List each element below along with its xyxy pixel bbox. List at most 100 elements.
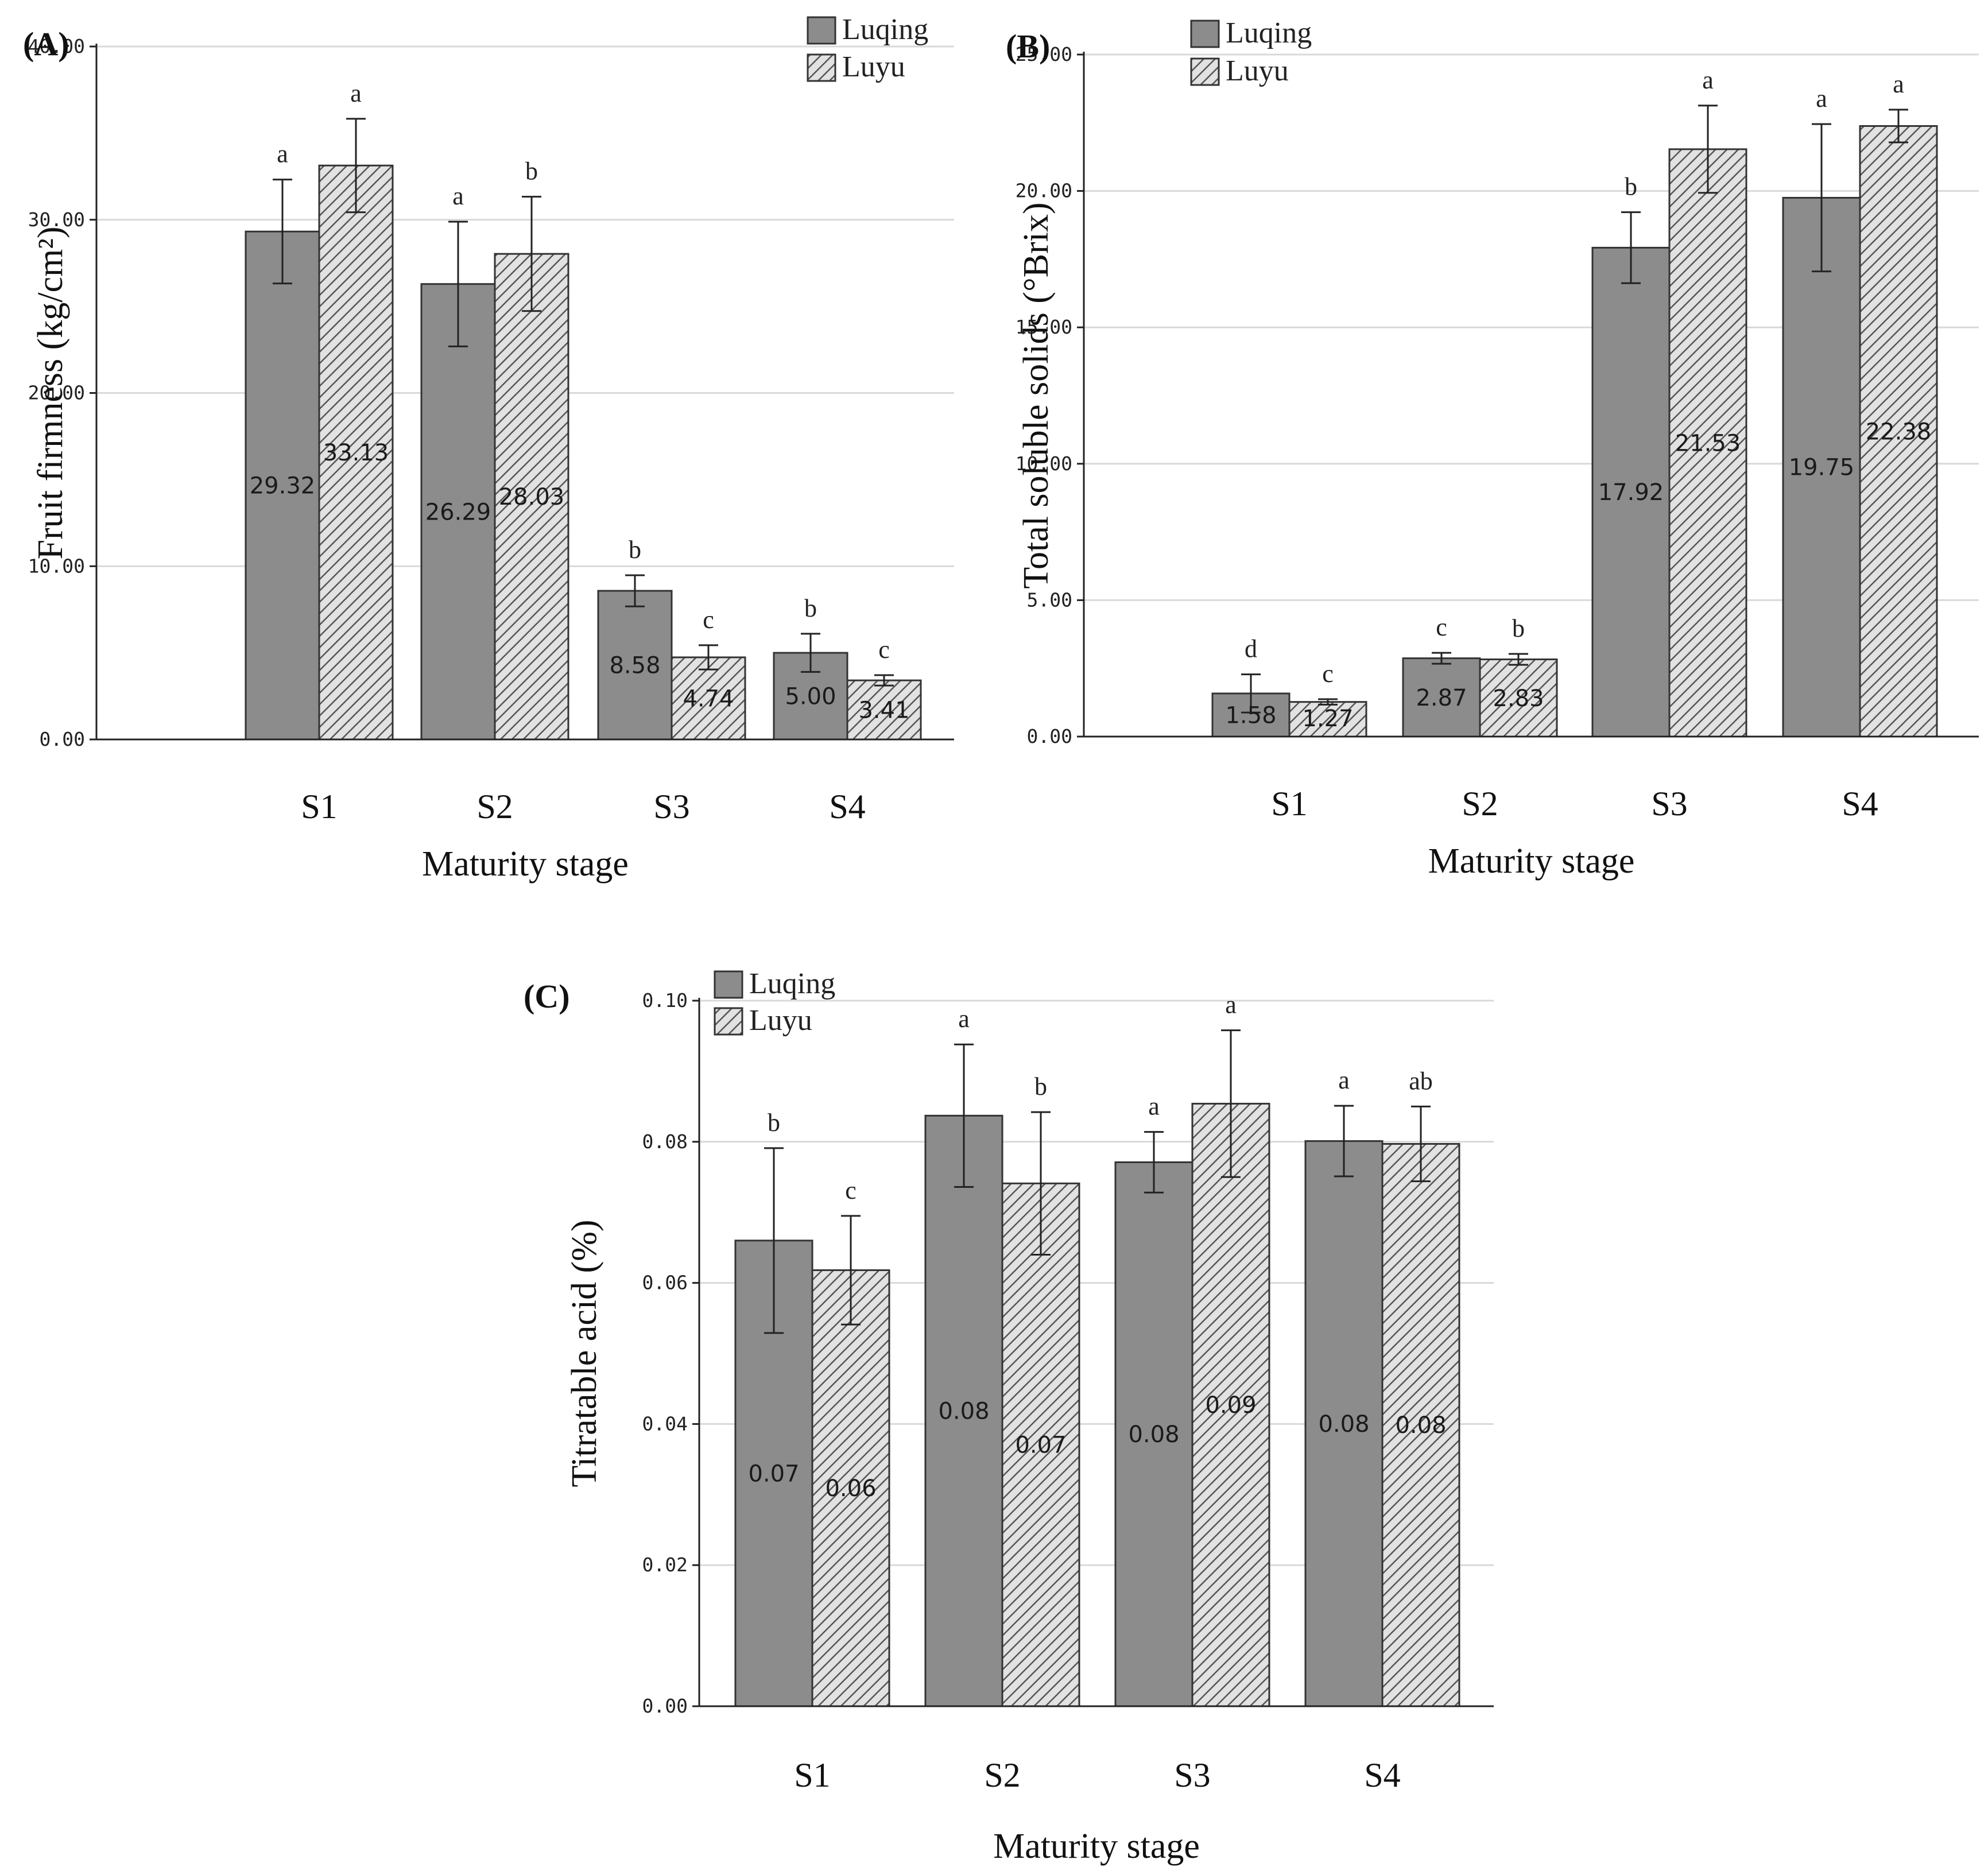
legend-label: Luyu [842, 51, 905, 83]
data-label: 0.08 [938, 1399, 989, 1425]
bar-luyu [1288, 701, 1367, 738]
significance-letter: ab [1409, 1067, 1433, 1095]
panel-label: (C) [524, 978, 570, 1015]
legend-label: Luqing [842, 13, 928, 46]
legend: Luqing Luyu [714, 967, 835, 1037]
bar-luyu [494, 253, 569, 741]
significance-letter: d [1245, 635, 1257, 663]
bar-luyu [1191, 1102, 1270, 1707]
hatched-square-icon [714, 1007, 743, 1036]
data-label: 2.87 [1416, 685, 1467, 711]
data-label: 21.53 [1675, 430, 1741, 456]
significance-letter: a [1148, 1093, 1160, 1121]
y-tick-label: 0.10 [642, 989, 688, 1012]
x-tick-label: S4 [829, 788, 865, 826]
x-tick-label: S3 [1651, 785, 1687, 823]
legend: Luqing Luyu [1190, 17, 1312, 87]
data-label: 19.75 [1789, 455, 1855, 481]
bar-luqing [1402, 657, 1481, 738]
data-label: 0.07 [1015, 1432, 1066, 1459]
significance-letter: b [1512, 614, 1525, 642]
data-label: 22.38 [1866, 419, 1932, 445]
y-tick-label: 0.00 [1027, 725, 1072, 747]
y-tick-label: 25.00 [1016, 43, 1072, 65]
x-tick-label: S2 [476, 788, 513, 826]
legend: Luqing Luyu [807, 13, 928, 83]
significance-letter: b [804, 594, 817, 622]
y-axis-title: Fruit firmness (kg/cm²) [31, 227, 70, 560]
x-tick-label: S1 [301, 788, 337, 826]
data-label: 29.32 [250, 473, 316, 499]
y-tick-label: 10.00 [28, 555, 85, 577]
bar-luyu [811, 1269, 890, 1707]
hatched-square-icon [1190, 57, 1220, 86]
data-label: 4.74 [683, 685, 734, 712]
y-axis-title: Titratable acid (%) [565, 1220, 604, 1487]
x-tick-label: S4 [1842, 785, 1878, 823]
significance-letter: c [878, 636, 890, 664]
significance-letter: c [703, 606, 714, 634]
legend-label: Luyu [749, 1004, 812, 1037]
data-label: 2.83 [1493, 685, 1544, 712]
solid-square-icon [1190, 20, 1220, 48]
bar-luyu [318, 164, 394, 741]
y-tick-label: 0.00 [40, 728, 85, 750]
significance-letter: a [1225, 991, 1237, 1019]
hatched-square-icon [807, 53, 836, 82]
y-tick-label: 5.00 [1027, 588, 1072, 611]
x-axis-title: Maturity stage [993, 1827, 1200, 1866]
bar-luyu [1001, 1182, 1080, 1707]
bar-luyu [1859, 125, 1938, 738]
data-label: 33.13 [323, 440, 389, 466]
y-tick-label: 15.00 [1016, 316, 1072, 338]
x-tick-label: S2 [1462, 785, 1498, 823]
x-tick-label: S1 [794, 1756, 830, 1794]
significance-letter: b [1034, 1072, 1047, 1101]
significance-letter: b [1625, 173, 1637, 201]
significance-letter: a [277, 140, 288, 168]
significance-letter: b [768, 1109, 780, 1137]
x-tick-label: S2 [984, 1756, 1020, 1794]
data-label: 0.08 [1128, 1421, 1179, 1448]
significance-letter: a [350, 79, 362, 107]
panel-label: (B) [1006, 28, 1050, 65]
significance-letter: c [1322, 660, 1334, 688]
x-tick-label: S1 [1271, 785, 1307, 823]
bar-luqing [420, 283, 496, 741]
significance-letter: a [1893, 70, 1904, 98]
solid-square-icon [714, 970, 743, 999]
significance-letter: a [452, 182, 464, 210]
y-tick-label: 30.00 [28, 208, 85, 231]
x-tick-label: S4 [1364, 1756, 1400, 1794]
bar-luyu [846, 679, 922, 741]
bar-luqing [1782, 196, 1861, 738]
bar-luyu [671, 656, 746, 741]
panel-label: (A) [23, 25, 69, 63]
chart-panel-b: 0.00 5.00 10.00 15.00 20.00 25.00 d 1.58 c 2.87 b 1… [1006, 17, 1979, 881]
data-label: 0.08 [1395, 1412, 1446, 1439]
solid-square-icon [807, 16, 836, 45]
x-tick-label: S3 [1174, 1756, 1210, 1794]
data-label: 0.09 [1205, 1392, 1256, 1419]
y-tick-label: 40.00 [28, 35, 85, 57]
x-axis-title: Maturity stage [1428, 842, 1635, 881]
chart-panel-a: 0.00 10.00 20.00 30.00 40.00 a 29.32 a 26.29 b 8.5… [23, 13, 954, 884]
data-label: 5.00 [785, 684, 836, 710]
data-label: 0.08 [1318, 1411, 1369, 1438]
y-tick-label: 0.06 [642, 1272, 688, 1294]
significance-letter: a [1338, 1066, 1350, 1094]
data-label: 0.07 [748, 1461, 799, 1487]
legend-label: Luqing [749, 967, 835, 1000]
significance-letter: a [1702, 66, 1714, 94]
data-label: 3.41 [858, 698, 909, 724]
significance-letter: c [845, 1176, 857, 1204]
chart-panel-c: 0.00 0.02 0.04 0.06 0.08 0.10 b 0.07 a 0.08 a 0.08 a… [524, 967, 1494, 1866]
data-label: 17.92 [1598, 479, 1664, 506]
significance-letter: a [1816, 84, 1827, 113]
significance-letter: b [525, 157, 538, 185]
significance-letter: c [1436, 613, 1447, 641]
data-label: 28.03 [499, 484, 565, 510]
bar-luqing [1591, 246, 1671, 738]
bar-luqing [1114, 1161, 1193, 1707]
y-tick-label: 0.02 [642, 1554, 688, 1576]
